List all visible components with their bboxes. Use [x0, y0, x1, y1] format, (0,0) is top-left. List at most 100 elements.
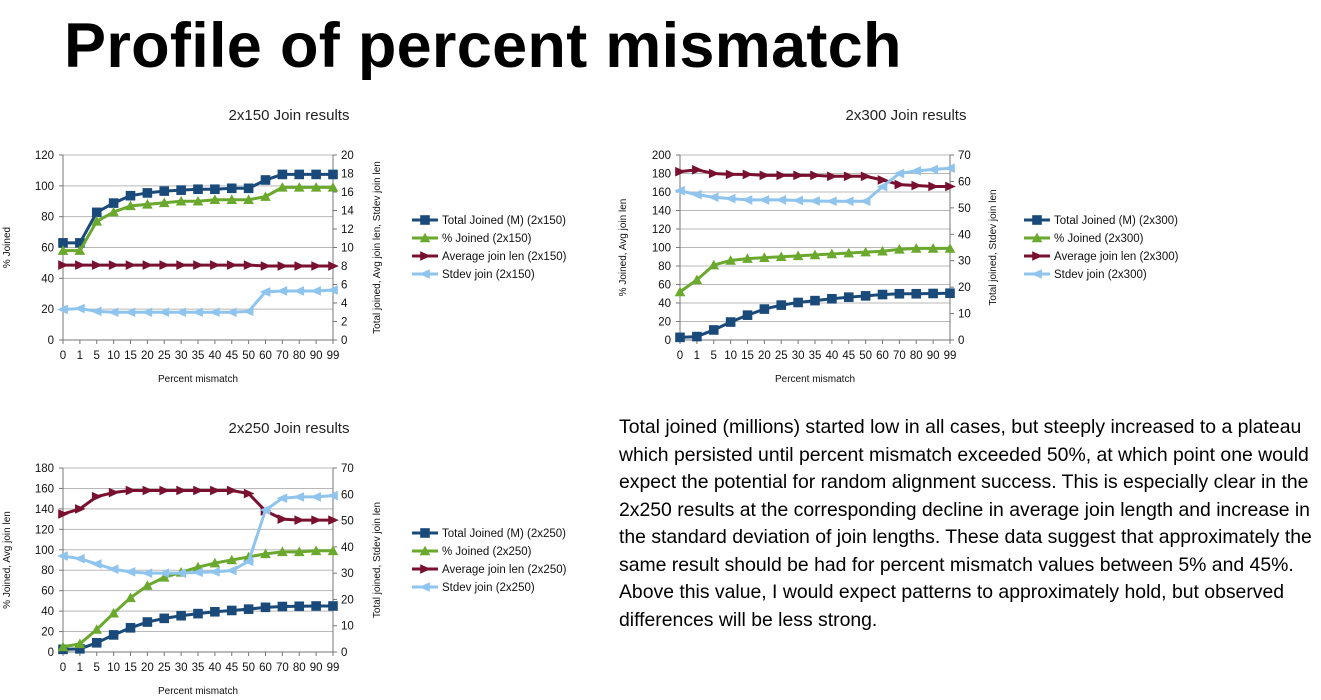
data-point	[675, 332, 685, 343]
data-point	[75, 504, 86, 514]
legend-label: Stdev join (2x300)	[1054, 269, 1147, 281]
x-tick-label: 40	[208, 662, 221, 674]
x-tick-label: 90	[310, 350, 323, 362]
x-tick-label: 5	[94, 662, 100, 674]
series-line	[62, 494, 334, 575]
data-point	[293, 546, 305, 557]
y2-tick-label: 30	[958, 256, 971, 268]
data-point	[860, 171, 872, 182]
y-tick-label: 180	[35, 463, 54, 475]
data-point	[708, 325, 719, 335]
data-point	[58, 509, 69, 519]
data-point	[193, 184, 203, 195]
data-point	[226, 554, 238, 565]
data-point	[741, 195, 753, 205]
data-point	[277, 169, 288, 180]
x-tick-label: 99	[327, 662, 340, 674]
series-avg-join-len	[58, 260, 339, 271]
y-tick-label: 80	[41, 212, 54, 224]
data-point	[691, 274, 703, 285]
data-point	[75, 644, 85, 654]
data-point	[310, 182, 322, 192]
data-point	[759, 304, 770, 314]
data-point	[911, 288, 922, 299]
data-point	[158, 568, 170, 578]
x-tick-label: 40	[208, 350, 221, 362]
data-point	[793, 297, 803, 308]
data-point	[260, 191, 271, 201]
data-point	[928, 288, 938, 299]
data-point	[276, 286, 288, 296]
y-tick-label: 160	[35, 483, 54, 495]
data-point	[176, 610, 186, 621]
legend-label: Average join len (2x150)	[442, 251, 567, 263]
data-point	[193, 485, 204, 496]
y-tick-label: 100	[652, 243, 671, 255]
legend-marker	[1032, 215, 1042, 225]
data-point	[708, 259, 720, 270]
data-point	[91, 638, 102, 648]
data-point	[176, 260, 187, 270]
legend-marker	[1032, 251, 1043, 261]
x-tick-label: 90	[927, 350, 940, 362]
data-point	[810, 295, 820, 306]
legend-entry: % Joined (2x150)	[412, 232, 532, 245]
data-point	[809, 249, 821, 260]
y-axis-label: % Joined	[2, 227, 13, 268]
data-point	[725, 317, 736, 327]
data-point	[725, 169, 737, 180]
y2-tick-label: 50	[341, 516, 354, 528]
legend-label: Stdev join (2x250)	[442, 582, 535, 594]
x-tick-label: 0	[60, 350, 66, 362]
x-tick-label: 35	[192, 662, 205, 674]
data-point	[294, 261, 306, 271]
data-point	[759, 252, 770, 262]
data-point	[843, 171, 855, 182]
data-point	[294, 515, 306, 525]
data-point	[57, 304, 68, 315]
y2-axis-label: Total joined, Avg join len, Stdev join l…	[372, 161, 383, 334]
data-point	[226, 605, 237, 616]
data-point	[759, 170, 771, 181]
x-tick-label: 25	[775, 350, 788, 362]
legend-marker	[419, 582, 430, 592]
y-tick-label: 100	[35, 545, 54, 557]
y-axis-label: % Joined, Avg join len	[618, 199, 629, 297]
series-avg-join-len	[58, 485, 339, 525]
data-point	[911, 180, 923, 191]
data-point	[311, 601, 321, 611]
data-point	[209, 307, 220, 318]
data-point	[125, 190, 136, 201]
data-point	[58, 238, 68, 248]
data-point	[293, 492, 305, 502]
data-point	[125, 485, 137, 496]
y-tick-label: 60	[41, 586, 54, 598]
y2-tick-label: 12	[341, 224, 354, 236]
data-point	[192, 307, 203, 318]
x-tick-label: 10	[107, 662, 120, 674]
y2-tick-label: 18	[341, 169, 354, 181]
x-axis-label: Percent mismatch	[158, 374, 238, 385]
data-point	[74, 638, 86, 649]
x-tick-label: 0	[677, 350, 683, 362]
y-tick-label: 200	[652, 150, 671, 162]
data-point	[259, 505, 271, 515]
data-point	[175, 195, 187, 206]
data-point	[243, 488, 255, 499]
y-tick-label: 140	[35, 504, 54, 516]
data-point	[725, 255, 736, 265]
series-total-joined	[58, 169, 338, 248]
x-tick-label: 45	[842, 350, 855, 362]
data-point	[159, 485, 171, 496]
y2-axis-label: Total joined, Stdev join len	[372, 502, 383, 618]
series-avg-join-len	[675, 165, 956, 192]
legend-entry: Stdev join (2x250)	[412, 582, 535, 594]
chart-2x250: 2x250 Join results 0 20 40 60 80 100 120 140 160 1…	[0, 414, 600, 700]
data-point	[708, 168, 720, 179]
y2-tick-label: 0	[341, 335, 347, 347]
y2-tick-label: 70	[958, 150, 971, 162]
data-point	[107, 307, 119, 318]
y2-tick-label: 2	[341, 317, 347, 329]
data-point	[692, 331, 702, 342]
data-point	[209, 567, 220, 577]
